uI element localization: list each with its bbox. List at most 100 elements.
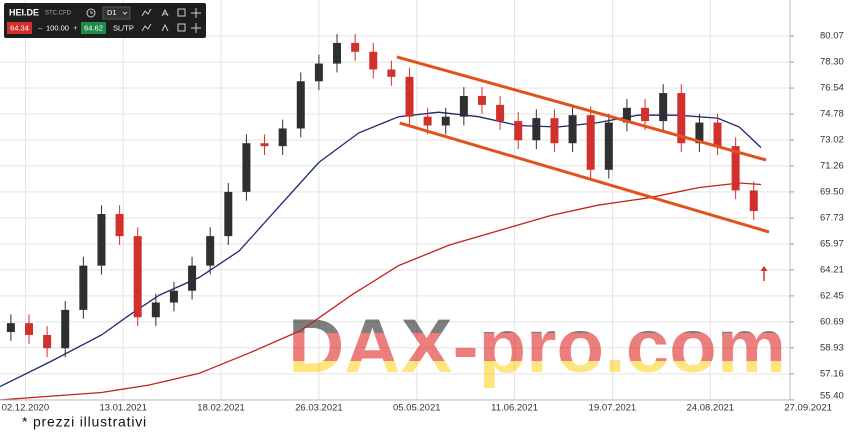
symbol[interactable]: HEI.DE [9, 7, 39, 17]
watermark: DAX-pro.com [288, 304, 786, 389]
y-tick-label: 64.21 [820, 264, 844, 275]
y-tick-label: 60.69 [820, 316, 844, 327]
candle-body [43, 334, 52, 349]
trend-channel-line [399, 121, 770, 234]
candle-body [749, 190, 758, 212]
candle-body [641, 107, 650, 122]
y-tick-label: 55.40 [820, 391, 844, 402]
sltp[interactable]: SL/TP [113, 23, 134, 32]
axes: 80.07 78.30 76.54 74.78 73.02 71.26 69.50 67.73… [2, 31, 844, 414]
y-tick-label: 62.45 [820, 290, 844, 301]
y-tick-label: 67.73 [820, 213, 844, 224]
layout-icon[interactable] [177, 8, 186, 17]
trade-arrow [760, 266, 768, 281]
candle-body [477, 96, 486, 105]
candle-body [224, 191, 233, 237]
candle-body [351, 42, 360, 52]
minus[interactable]: – [38, 24, 43, 33]
candle-body [133, 236, 142, 318]
y-tick-label: 58.93 [820, 342, 844, 353]
candle-body [622, 107, 631, 123]
candle-body [713, 122, 722, 147]
y-tick-label: 57.16 [820, 368, 844, 379]
candle-body [61, 309, 70, 349]
dropdown-caret [122, 11, 128, 15]
candle-body [514, 121, 523, 141]
candle-body [97, 214, 106, 266]
candle-body [405, 76, 414, 117]
x-tick-label: 19.07.2021 [589, 403, 637, 414]
timeframe[interactable]: D1 [107, 8, 117, 17]
indicator-icon-2[interactable] [141, 23, 152, 32]
candle-body [496, 104, 505, 122]
x-tick-label: 27.09.2021 [784, 403, 832, 414]
y-tick-label: 78.30 [820, 57, 844, 68]
candle-body [333, 42, 342, 64]
y-tick-label: 76.54 [820, 83, 844, 94]
moving-average [0, 182, 762, 401]
candle-body [604, 122, 613, 170]
candle-body [568, 115, 577, 144]
candle-body [695, 122, 704, 144]
candle-body [188, 265, 197, 291]
draw-icon[interactable] [161, 8, 169, 17]
y-tick-label: 71.26 [820, 160, 844, 171]
toolbar-bg [4, 3, 206, 38]
ask-box[interactable] [81, 22, 106, 34]
candle-body [586, 115, 595, 170]
volume[interactable]: 100.00 [46, 23, 69, 32]
candle-body [296, 81, 305, 129]
candle-body [387, 69, 396, 77]
bid-price[interactable]: 64.34 [10, 23, 29, 32]
candle-body [677, 93, 686, 144]
clock-icon[interactable] [86, 8, 96, 18]
x-tick-label: 13.01.2021 [99, 403, 147, 414]
candle-body [24, 323, 33, 335]
candle-body [242, 143, 251, 192]
bid-box[interactable] [7, 22, 32, 34]
y-tick-label: 80.07 [820, 31, 844, 42]
candle-body [169, 290, 178, 303]
footer-note: * prezzi illustrativi [22, 414, 147, 430]
candle-body [550, 118, 559, 144]
candle-body [260, 143, 269, 147]
candle-body [6, 323, 15, 333]
watermark-layer: DAX-pro.com [288, 304, 786, 389]
candle-body [115, 214, 124, 237]
candle-body [423, 116, 432, 126]
trend-channel-line [396, 55, 767, 162]
instrument: STC.CFD [45, 11, 72, 17]
y-tick-label: 74.78 [820, 109, 844, 120]
candle-body [314, 63, 323, 82]
y-tick-label: 73.02 [820, 134, 844, 145]
x-tick-label: 02.12.2020 [2, 403, 50, 414]
crosshair-icon-2[interactable] [191, 23, 201, 33]
candle-body [278, 128, 287, 147]
toolbar: HEI.DE STC.CFD D1 64.34 – 100.00 + 64.62… [4, 3, 206, 38]
plus[interactable]: + [73, 24, 78, 33]
y-tick-label: 69.50 [820, 186, 844, 197]
candle-body [206, 236, 215, 266]
candle-body [731, 146, 740, 191]
x-tick-label: 24.08.2021 [687, 403, 735, 414]
candle-body [369, 51, 378, 70]
candle-body [659, 93, 668, 122]
y-tick-label: 65.97 [820, 238, 844, 249]
layout-icon-2[interactable] [177, 23, 186, 32]
draw-icon-2[interactable] [161, 23, 169, 32]
x-tick-label: 05.05.2021 [393, 403, 441, 414]
x-tick-label: 18.02.2021 [197, 403, 245, 414]
x-tick-label: 11.06.2021 [491, 403, 538, 414]
crosshair-icon[interactable] [191, 8, 201, 18]
candle-body [441, 116, 450, 126]
indicator-icon[interactable] [141, 8, 152, 17]
ask-price[interactable]: 64.62 [84, 23, 103, 32]
candle-body [151, 302, 160, 318]
candle-body [79, 265, 88, 310]
x-tick-label: 26.03.2021 [295, 403, 343, 414]
clock-hands [90, 11, 93, 14]
timeframe-box[interactable] [102, 6, 131, 20]
plot [0, 34, 770, 401]
